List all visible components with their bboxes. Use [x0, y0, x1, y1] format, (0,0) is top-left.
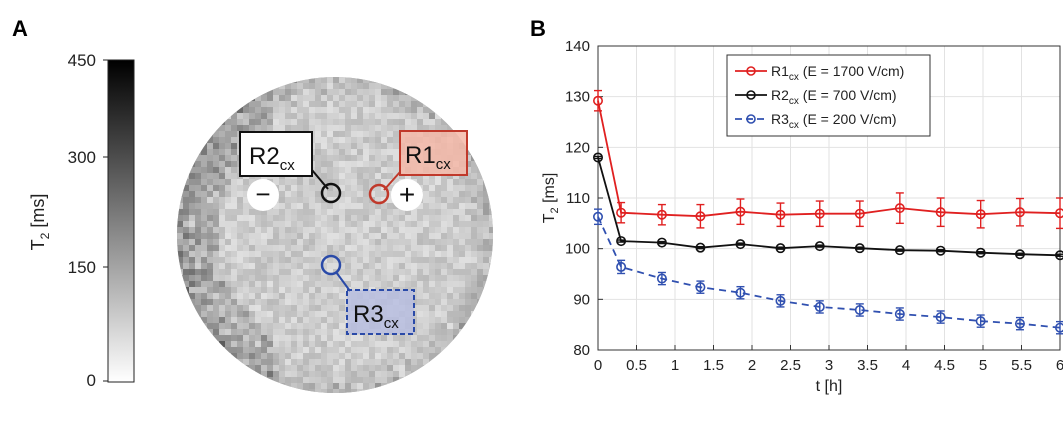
roi-r2-label: R2cx	[249, 143, 295, 174]
x-tick-label: 0	[594, 357, 602, 374]
y-tick-label: 120	[565, 139, 590, 156]
data-point	[1014, 249, 1025, 260]
data-point	[616, 207, 627, 218]
data-point	[935, 207, 946, 218]
x-tick-label: 4.5	[934, 357, 955, 374]
x-tick-label: 0.5	[626, 357, 647, 374]
legend-marker	[746, 114, 756, 124]
y-tick-label: 100	[565, 241, 590, 258]
data-point	[775, 243, 786, 254]
legend-marker	[746, 66, 756, 76]
t2-map-image	[177, 77, 493, 393]
y-tick-label: 110	[566, 190, 590, 207]
colorbar: 450 300 150 0 T2 [ms]	[28, 51, 135, 390]
data-point	[1055, 250, 1063, 261]
panel-b: B 0 0.5 1 1.5 2 2.5 3 3.5 4 4.5 5 5.5 6 80 90 100 110 120…	[530, 16, 1063, 395]
data-point	[616, 236, 627, 247]
x-axis-label: t [h]	[816, 378, 843, 395]
svg-text:+: +	[399, 179, 415, 210]
data-point	[735, 287, 746, 298]
x-tick-label: 5.5	[1011, 357, 1032, 374]
colorbar-tick-label: 150	[68, 258, 96, 277]
data-point	[1055, 322, 1063, 333]
x-tick-label: 6	[1056, 357, 1063, 374]
colorbar-tick-label: 450	[68, 51, 96, 70]
data-point	[695, 242, 706, 253]
y-tick-label: 130	[565, 89, 590, 106]
x-tick-label: 2.5	[780, 357, 801, 374]
data-point	[775, 209, 786, 220]
data-point	[854, 208, 865, 219]
roi-r1: R1cx	[368, 130, 468, 205]
legend-entry: R2cx (E = 700 V/cm)	[771, 87, 897, 107]
data-point	[975, 247, 986, 258]
data-point	[775, 295, 786, 306]
panel-a: A 450 300 150 0 T2 [ms]	[12, 16, 493, 393]
colorbar-axis-label: T2 [ms]	[28, 194, 52, 251]
series-r1	[592, 89, 1063, 230]
line-chart: 0 0.5 1 1.5 2 2.5 3 3.5 4 4.5 5 5.5 6 80 90 100 110 120 13…	[541, 38, 1063, 395]
data-point	[656, 237, 667, 248]
roi-r3-label: R3cx	[353, 301, 399, 332]
data-point	[592, 152, 603, 163]
data-point	[1014, 207, 1025, 218]
data-point	[1014, 318, 1025, 329]
x-tick-label: 5	[979, 357, 987, 374]
data-point	[735, 239, 746, 250]
data-point	[695, 282, 706, 293]
data-point	[592, 95, 603, 106]
data-point	[814, 208, 825, 219]
data-point	[1055, 208, 1063, 219]
x-tick-label: 3.5	[857, 357, 878, 374]
electrode-negative: −	[247, 179, 279, 211]
panel-a-label: A	[12, 16, 28, 41]
series-r2	[592, 152, 1063, 261]
data-point	[656, 209, 667, 220]
y-tick-label: 90	[573, 291, 590, 308]
legend-entry: R1cx (E = 1700 V/cm)	[771, 63, 904, 83]
legend: R1cx (E = 1700 V/cm) R2cx (E = 700 V/cm) R…	[726, 54, 931, 137]
electrode-positive: +	[391, 179, 423, 211]
x-tick-label: 3	[825, 357, 833, 374]
panel-b-label: B	[530, 16, 546, 41]
data-point	[894, 245, 905, 256]
data-point	[854, 243, 865, 254]
data-point	[814, 301, 825, 312]
x-tick-label: 4	[902, 357, 910, 374]
data-point	[592, 211, 603, 222]
legend-entry: R3cx (E = 200 V/cm)	[771, 111, 897, 131]
data-point	[935, 245, 946, 256]
roi-r1-label: R1cx	[405, 142, 451, 173]
x-tick-label: 1	[671, 357, 679, 374]
data-point	[854, 304, 865, 315]
legend-marker	[746, 90, 756, 100]
y-tick-label: 80	[573, 342, 590, 359]
x-tick-label: 2	[748, 357, 756, 374]
series-r3	[592, 208, 1063, 335]
svg-text:−: −	[255, 179, 270, 209]
data-point	[695, 211, 706, 222]
data-point	[975, 209, 986, 220]
x-tick-label: 1.5	[703, 357, 724, 374]
colorbar-tick-label: 0	[87, 371, 96, 390]
data-point	[935, 312, 946, 323]
colorbar-tick-label: 300	[68, 148, 96, 167]
data-point	[975, 316, 986, 327]
y-axis-label: T2 [ms]	[541, 173, 561, 224]
roi-r3: R3cx	[320, 254, 415, 335]
data-point	[616, 261, 627, 272]
y-tick-label: 140	[565, 38, 590, 55]
colorbar-gradient	[107, 59, 135, 383]
data-point	[894, 309, 905, 320]
data-point	[656, 273, 667, 284]
data-point	[814, 241, 825, 252]
data-point	[735, 206, 746, 217]
data-point	[894, 203, 905, 214]
roi-r2: R2cx	[239, 131, 342, 204]
